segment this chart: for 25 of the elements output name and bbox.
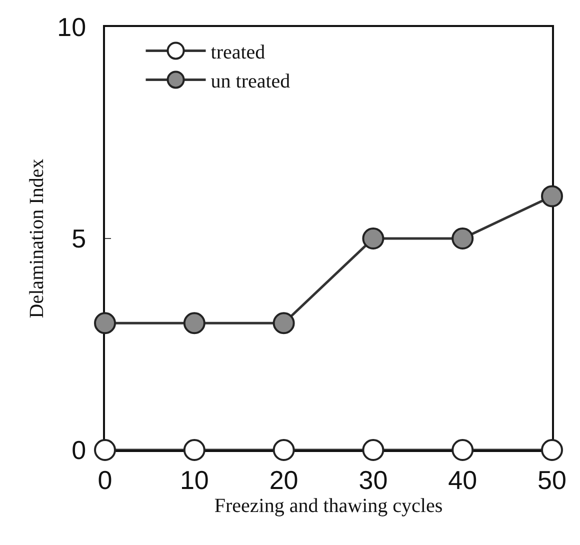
point <box>452 228 474 250</box>
point <box>362 228 384 250</box>
y-tick-label: 5 <box>72 224 86 254</box>
x-axis-title: Freezing and thawing cycles <box>214 494 443 517</box>
point <box>94 312 116 334</box>
legend-label: treated <box>210 42 266 64</box>
point <box>541 185 563 208</box>
legend-label: un treated <box>210 70 290 93</box>
point <box>362 439 384 461</box>
point <box>183 312 206 334</box>
point <box>272 312 295 334</box>
y-tick-label: 10 <box>57 12 86 42</box>
y-tick-label: 0 <box>72 435 86 466</box>
x-tick-label: 30 <box>358 464 388 495</box>
x-tick-label: 50 <box>538 464 566 495</box>
x-tick-label: 40 <box>448 464 478 495</box>
x-tick-label: 0 <box>98 464 112 495</box>
point <box>94 439 116 461</box>
point <box>452 439 474 461</box>
y-axis-title: Delamination Index <box>26 158 48 318</box>
point <box>541 439 563 461</box>
x-tick-label: 20 <box>269 464 298 495</box>
x-tick-label: 10 <box>180 464 209 495</box>
point <box>272 439 295 461</box>
point <box>183 439 206 461</box>
